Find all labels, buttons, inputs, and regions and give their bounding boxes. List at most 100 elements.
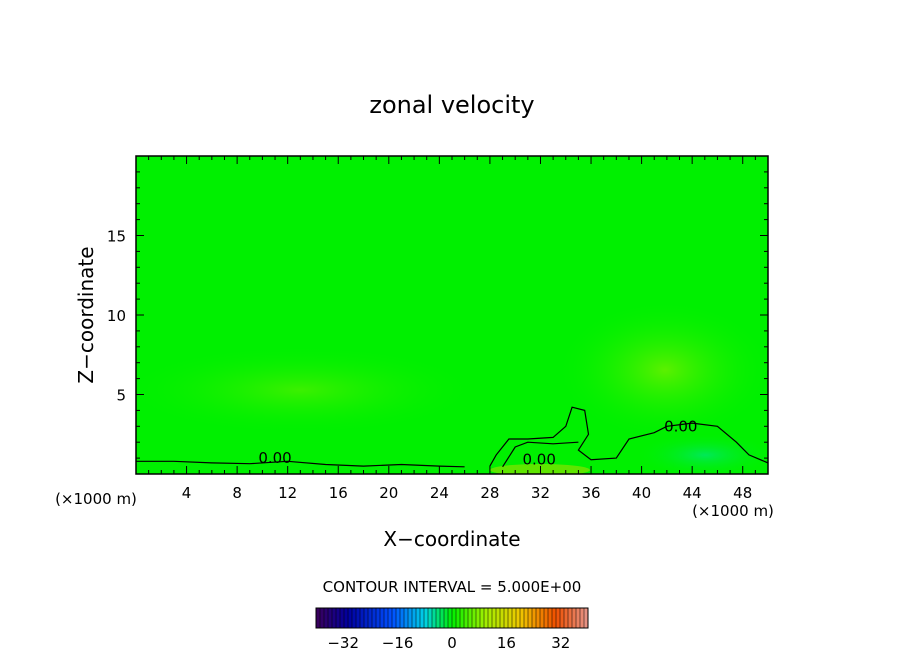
x-tick-label: 8 bbox=[232, 484, 242, 502]
colorbar-cell bbox=[512, 608, 517, 628]
x-axis-label: X−coordinate bbox=[383, 527, 520, 551]
colorbar-cell bbox=[376, 608, 381, 628]
colorbar-cell bbox=[464, 608, 469, 628]
colorbar-tick-label: 16 bbox=[497, 634, 516, 652]
colorbar-tick-label: 0 bbox=[447, 634, 457, 652]
x-unit-left: (×1000 m) bbox=[55, 490, 137, 508]
colorbar-cell bbox=[320, 608, 325, 628]
colorbar-cell bbox=[500, 608, 505, 628]
colorbar-cell bbox=[476, 608, 481, 628]
positive-patch-right bbox=[555, 300, 768, 440]
y-tick-label: 10 bbox=[107, 307, 126, 325]
colorbar-cell bbox=[372, 608, 377, 628]
x-tick-label: 16 bbox=[329, 484, 348, 502]
colorbar-cell bbox=[568, 608, 573, 628]
x-tick-label: 40 bbox=[632, 484, 651, 502]
x-tick-label: 12 bbox=[278, 484, 297, 502]
colorbar-cell bbox=[480, 608, 485, 628]
x-tick-label: 20 bbox=[379, 484, 398, 502]
contour-interval-text: CONTOUR INTERVAL = 5.000E+00 bbox=[323, 578, 582, 596]
x-tick-label: 44 bbox=[683, 484, 702, 502]
x-unit-right: (×1000 m) bbox=[692, 502, 774, 520]
colorbar-cell bbox=[324, 608, 329, 628]
colorbar-cell bbox=[380, 608, 385, 628]
colorbar-cell bbox=[316, 608, 321, 628]
contour-labels: 0.00 0.00 0.00 bbox=[258, 417, 697, 468]
contour-label: 0.00 bbox=[258, 449, 291, 467]
colorbar-cell bbox=[472, 608, 477, 628]
zero-contours bbox=[136, 406, 768, 468]
positive-patch-left bbox=[136, 345, 480, 435]
colorbar-cell bbox=[408, 608, 413, 628]
colorbar-cell bbox=[396, 608, 401, 628]
colorbar-cell bbox=[416, 608, 421, 628]
colorbar-cell bbox=[456, 608, 461, 628]
colorbar-cell bbox=[536, 608, 541, 628]
colorbar-cell bbox=[388, 608, 393, 628]
colorbar-cell bbox=[428, 608, 433, 628]
colorbar-frame bbox=[315, 607, 589, 629]
colorbar-cell bbox=[356, 608, 361, 628]
colorbar-cell bbox=[516, 608, 521, 628]
colorbar-cell bbox=[404, 608, 409, 628]
plot-area bbox=[136, 156, 768, 474]
y-axis-ticks: 5 10 15 bbox=[107, 171, 768, 459]
colorbar-cell bbox=[492, 608, 497, 628]
colorbar-cell bbox=[460, 608, 465, 628]
colorbar-cell bbox=[412, 608, 417, 628]
chart-title: zonal velocity bbox=[369, 91, 534, 119]
colorbar bbox=[315, 607, 589, 629]
colorbar-cell bbox=[532, 608, 537, 628]
colorbar-tick-label: −32 bbox=[327, 634, 359, 652]
colorbar-cell bbox=[436, 608, 441, 628]
colorbar-tick-labels: −32 −16 0 16 32 bbox=[327, 634, 570, 652]
colorbar-cell bbox=[488, 608, 493, 628]
colorbar-cell bbox=[540, 608, 545, 628]
colorbar-cell bbox=[444, 608, 449, 628]
colorbar-cell bbox=[560, 608, 565, 628]
colorbar-cell bbox=[432, 608, 437, 628]
x-axis-ticks: 4 8 12 16 20 24 28 32 36 40 44 48 bbox=[148, 156, 756, 502]
colorbar-cell bbox=[384, 608, 389, 628]
colorbar-cell bbox=[332, 608, 337, 628]
x-tick-label: 28 bbox=[480, 484, 499, 502]
colorbar-cell bbox=[340, 608, 345, 628]
colorbar-cell bbox=[564, 608, 569, 628]
colorbar-cell bbox=[528, 608, 533, 628]
colorbar-cell bbox=[548, 608, 553, 628]
colorbar-cell bbox=[508, 608, 513, 628]
colorbar-cell bbox=[328, 608, 333, 628]
colorbar-cell bbox=[400, 608, 405, 628]
colorbar-cell bbox=[484, 608, 489, 628]
colorbar-cell bbox=[364, 608, 369, 628]
colorbar-cell bbox=[580, 608, 585, 628]
contour-label: 0.00 bbox=[523, 451, 556, 469]
colorbar-cell bbox=[368, 608, 373, 628]
colorbar-cell bbox=[524, 608, 529, 628]
x-tick-label: 4 bbox=[182, 484, 192, 502]
colorbar-cell bbox=[448, 608, 453, 628]
colorbar-cell bbox=[424, 608, 429, 628]
y-tick-label: 15 bbox=[107, 228, 126, 246]
contour-label: 0.00 bbox=[664, 417, 697, 435]
x-tick-label: 48 bbox=[733, 484, 752, 502]
colorbar-cell bbox=[504, 608, 509, 628]
zero-contour-line bbox=[136, 460, 465, 468]
colorbar-cell bbox=[552, 608, 557, 628]
colorbar-cell bbox=[336, 608, 341, 628]
y-axis-label: Z−coordinate bbox=[74, 246, 98, 383]
colorbar-cell bbox=[344, 608, 349, 628]
colorbar-cell bbox=[352, 608, 357, 628]
colorbar-cell bbox=[556, 608, 561, 628]
colorbar-cell bbox=[544, 608, 549, 628]
colorbar-cell bbox=[420, 608, 425, 628]
colorbar-cell bbox=[360, 608, 365, 628]
colorbar-cell bbox=[576, 608, 581, 628]
colorbar-tick-label: −16 bbox=[382, 634, 414, 652]
colorbar-cell bbox=[468, 608, 473, 628]
colorbar-cell bbox=[584, 608, 589, 628]
colorbar-cell bbox=[572, 608, 577, 628]
colorbar-cell bbox=[452, 608, 457, 628]
zero-contour-line bbox=[502, 441, 579, 468]
